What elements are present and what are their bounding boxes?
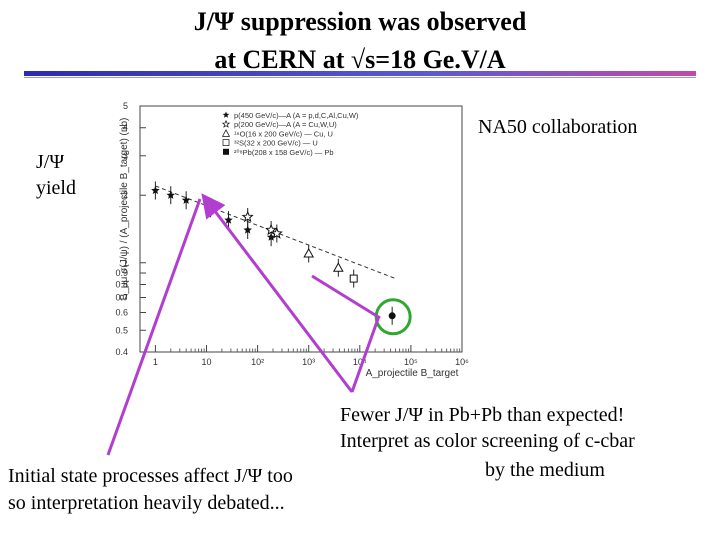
y-tick-label: 0.7 — [115, 292, 128, 302]
legend-entry: ¹⁶O(16 x 200 GeV/c) — Cu, U — [234, 129, 333, 138]
legend-marker-open-star — [221, 119, 231, 128]
data-point-star — [224, 215, 233, 224]
legend-marker-square — [222, 139, 230, 146]
y-tick-label: 1 — [123, 258, 128, 268]
x-tick-label: 10⁴ — [353, 357, 367, 367]
title-underline — [24, 71, 696, 76]
y-tick-label: 0.9 — [115, 268, 128, 278]
data-point-open-star — [265, 223, 278, 236]
legend-marker-triangle — [221, 129, 231, 137]
y-tick-label: 0.5 — [115, 325, 128, 335]
data-point-open-star — [241, 210, 254, 223]
title-line-1: J/Ψ suppression was observed — [193, 7, 527, 36]
legend-marker-filled — [223, 148, 229, 155]
title-underline-thin — [24, 77, 696, 78]
data-point-star — [166, 190, 175, 199]
x-tick-label: 10⁵ — [404, 357, 418, 367]
data-point-open-star — [270, 227, 283, 239]
legend-entry: ²⁰⁸Pb(208 x 158 GeV/c) — Pb — [234, 148, 334, 157]
note-medium: by the medium — [485, 459, 605, 481]
data-point-star — [151, 186, 160, 195]
y-tick-label: 5 — [123, 101, 128, 111]
legend-marker-star — [222, 111, 230, 118]
y-tick-label: 4 — [123, 123, 128, 133]
legend-entry: ³²S(32 x 200 GeV/c) — U — [234, 139, 318, 148]
data-point-circle — [388, 312, 396, 320]
y-tick-label: 3 — [123, 151, 128, 161]
arrow-from-initial-note — [106, 198, 202, 456]
title-line-2: at CERN at √s=18 Ge.V/A — [214, 45, 506, 74]
annotations — [106, 193, 412, 456]
data-point-triangle — [303, 247, 315, 258]
x-tick-label: 10 — [201, 357, 211, 367]
arrow-from-fewer-note — [350, 315, 381, 393]
x-tick-label: 10² — [251, 357, 264, 367]
x-tick-label: 1 — [153, 357, 158, 367]
data-point-star — [181, 195, 191, 204]
arrow-to-proton-data — [201, 193, 354, 393]
note-initial-2: so interpretation heavily debated... — [8, 492, 285, 514]
legend: p(450 GeV/c)—A (A = p,d,C,Al,Cu,W)p(200 … — [221, 111, 359, 157]
collaboration-label: NA50 collaboration — [478, 116, 638, 138]
plot-axes: 1 10 10² 10³ 10⁴ 10⁵ 10⁶0.40.50.60.70.80.91234… — [115, 101, 469, 379]
data-point-star — [243, 225, 252, 234]
note-interpret: Interpret as color screening of c-cbar — [340, 430, 635, 452]
note-fewer: Fewer J/Ψ in Pb+Pb than expected! — [340, 404, 625, 426]
yield-label-1: J/Ψ — [36, 151, 65, 173]
legend-entry: p(450 GeV/c)—A (A = p,d,C,Al,Cu,W) — [234, 111, 359, 120]
x-tick-label: 10³ — [302, 357, 315, 367]
x-axis-label: A_projectile B_target — [366, 368, 459, 379]
note-initial-1: Initial state processes affect J/Ψ too — [8, 465, 293, 487]
y-axis-label: B_μμ σ(J/ψ) / (A_projectile B_target) (n… — [119, 118, 130, 301]
data-point-square — [349, 274, 358, 283]
y-tick-label: 0.4 — [115, 347, 128, 357]
x-tick-label: 10⁶ — [455, 357, 469, 367]
y-tick-label: 0.8 — [115, 279, 128, 289]
data-point-triangle — [332, 262, 344, 272]
y-tick-label: 2 — [123, 190, 128, 200]
yield-label-2: yield — [36, 177, 76, 199]
legend-entry: p(200 GeV/c)—A (A = Cu,W,U) — [234, 120, 337, 129]
y-tick-label: 0.6 — [115, 308, 128, 318]
arrow-to-fit — [311, 274, 381, 320]
